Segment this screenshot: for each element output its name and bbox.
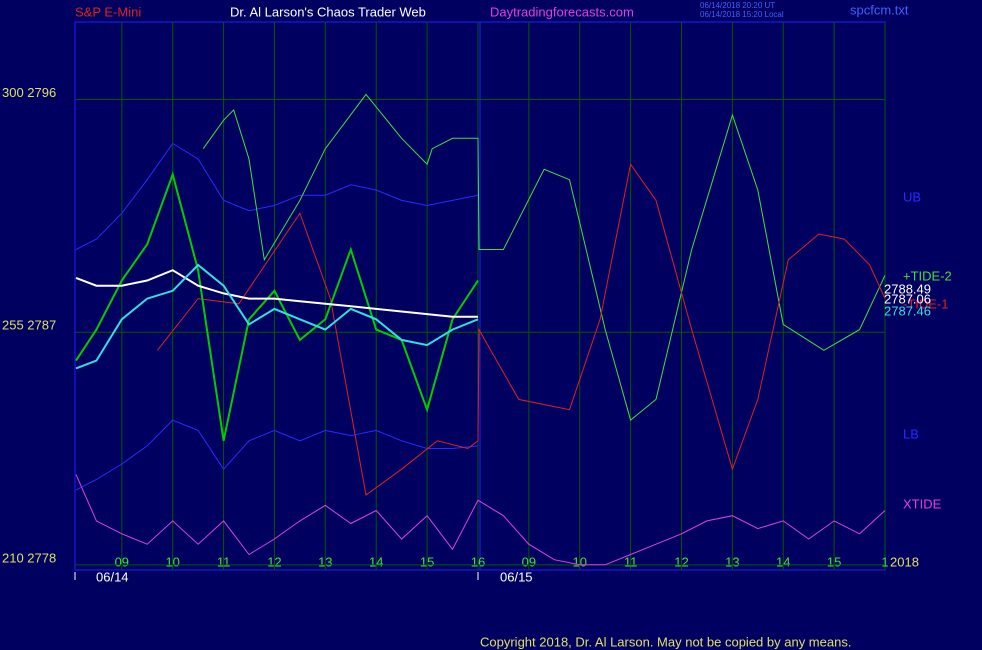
legend-label: UB bbox=[903, 189, 921, 204]
x-tick-label: 13 bbox=[318, 554, 332, 569]
series-line bbox=[75, 269, 478, 318]
date-label: 06/15 bbox=[500, 569, 533, 584]
x-tick-label: 12 bbox=[674, 554, 688, 569]
legend-label: XTIDE bbox=[903, 496, 942, 511]
year: 2018 bbox=[890, 554, 919, 569]
end-label: 2787.06 bbox=[884, 291, 931, 306]
x-tick-label: 12 bbox=[267, 554, 281, 569]
series-line bbox=[75, 474, 886, 566]
timestamp: 06/14/2018 15:20 Local bbox=[700, 10, 784, 19]
x-tick-label: 16 bbox=[471, 554, 485, 569]
series-line bbox=[75, 263, 479, 370]
x-tick-label: 14 bbox=[369, 554, 383, 569]
end-label: 2787.46 bbox=[884, 303, 931, 318]
x-tick-label: 13 bbox=[725, 554, 739, 569]
x-tick-label: 15 bbox=[420, 554, 434, 569]
x-tick-label: 09 bbox=[115, 554, 129, 569]
legend-label: LB bbox=[903, 426, 919, 441]
legend-label: +TIDE-2 bbox=[903, 268, 952, 283]
y-tick-label: 300 2796 bbox=[2, 85, 56, 100]
timestamp: 06/14/2018 20:20 UT bbox=[700, 1, 775, 10]
x-tick-label: 09 bbox=[522, 554, 536, 569]
series-line bbox=[75, 171, 479, 442]
y-tick-label: 255 2787 bbox=[2, 318, 56, 333]
x-tick-label: 15 bbox=[827, 554, 841, 569]
x-tick-label: 10 bbox=[572, 554, 586, 569]
x-tick-label: 10 bbox=[165, 554, 179, 569]
x-tick-label: 14 bbox=[776, 554, 790, 569]
date-label: 06/14 bbox=[96, 569, 129, 584]
site: Daytradingforecasts.com bbox=[490, 4, 634, 19]
series-line bbox=[75, 142, 479, 250]
series-line bbox=[202, 93, 886, 421]
end-label: 2788.49 bbox=[884, 281, 931, 296]
series-line bbox=[75, 419, 479, 491]
x-tick-label: 11 bbox=[624, 554, 638, 569]
chart-title: Dr. Al Larson's Chaos Trader Web bbox=[230, 4, 426, 19]
x-tick-label: 1 bbox=[881, 554, 888, 569]
symbol: S&P E-Mini bbox=[75, 4, 141, 19]
copyright: Copyright 2018, Dr. Al Larson. May not b… bbox=[480, 634, 851, 649]
series-line bbox=[157, 162, 886, 496]
x-tick-label: 11 bbox=[217, 554, 231, 569]
legend-label: -TIDE-1 bbox=[903, 296, 949, 311]
y-tick-label: 210 2778 bbox=[2, 550, 56, 565]
file-name: spcfcm.txt bbox=[850, 2, 909, 17]
